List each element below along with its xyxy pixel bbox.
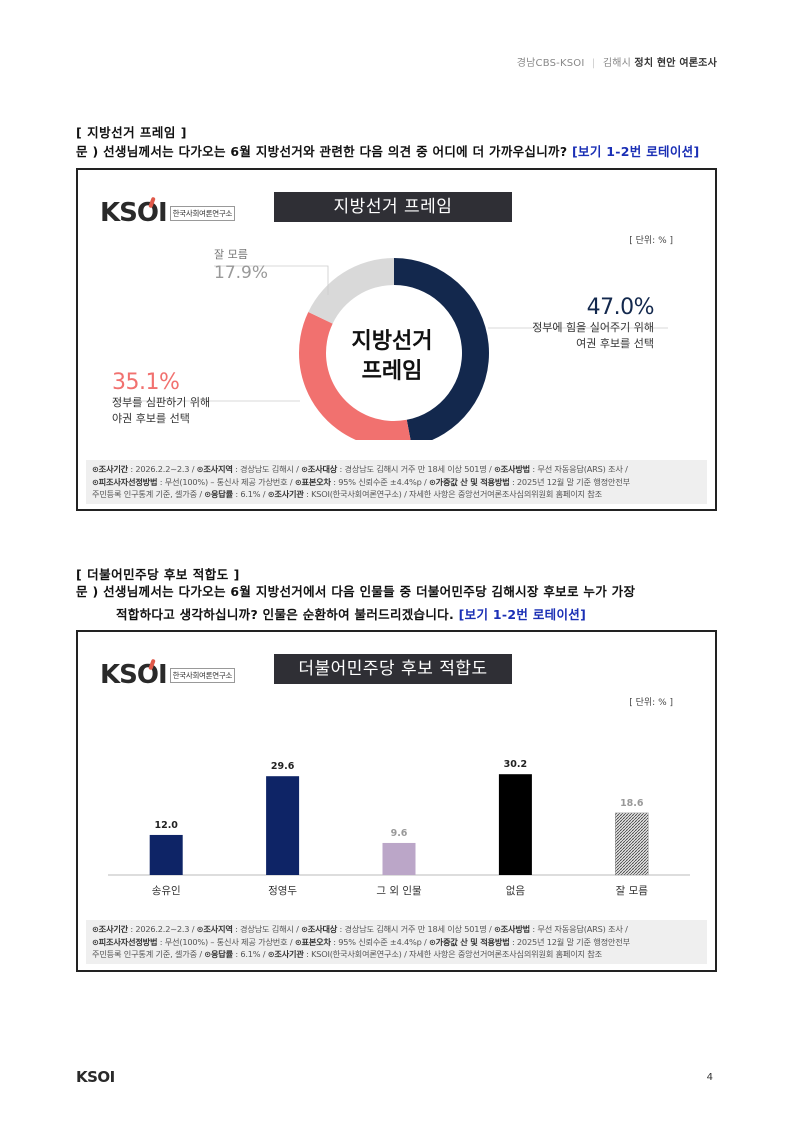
slice-value-government: 47.0% <box>586 295 655 320</box>
bar <box>615 812 649 876</box>
donut-chart-panel: KSOI 한국사회여론연구소 지방선거 프레임 [ 단위: % ] 지방선거 프… <box>76 168 717 511</box>
logo-subtitle: 한국사회여론연구소 <box>169 205 236 221</box>
header-org: 경남CBS-KSOI <box>516 58 585 69</box>
header-survey: 정치 현안 여론조사 <box>634 58 717 69</box>
donut-slice-government <box>394 258 489 440</box>
section1-question-text: 문 ) 선생님께서는 다가오는 6월 지방선거와 관련한 다음 의견 중 어디에… <box>76 144 568 159</box>
bar-value-label: 18.6 <box>620 798 644 809</box>
slice-desc-government-2: 여권 후보를 선택 <box>576 337 654 350</box>
donut-center-label: 지방선거 프레임 <box>332 327 452 387</box>
slice-desc-opposition-1: 정부를 심판하기 위해 <box>112 396 211 409</box>
chart1-title: 지방선거 프레임 <box>274 192 512 222</box>
header-region: 김해시 <box>602 58 632 69</box>
header-separator: | <box>591 58 596 69</box>
bar-chart: 12.0 송유인 29.6 정영두 9.6 그 외 인물 30.2 없음 18.6 잘 모름 <box>108 759 690 897</box>
page-header: 경남CBS-KSOI | 김해시 정치 현안 여론조사 <box>517 54 717 69</box>
section2-question-line2: 적합하다고 생각하십니까? 인물은 순환하여 불러드리겠습니다. <box>116 607 455 622</box>
section1-title: [ 지방선거 프레임 ] <box>76 125 187 140</box>
donut-center-line2: 프레임 <box>361 359 423 384</box>
section2-question-line1: 문 ) 선생님께서는 다가오는 6월 지방선거에서 다음 인물들 중 더불어민주… <box>76 584 636 599</box>
chart2-footnote: ⊙조사기간 : 2026.2.2~2.3 / ⊙조사지역 : 경상남도 김해시 … <box>86 920 707 964</box>
bar-chart-panel: KSOI 한국사회여론연구소 더불어민주당 후보 적합도 [ 단위: % ] 1… <box>76 630 717 972</box>
slice-value-unknown: 17.9% <box>214 263 269 283</box>
bar-value-label: 29.6 <box>271 761 295 772</box>
x-tick-label: 그 외 인물 <box>376 885 422 897</box>
slice-label-unknown: 잘 모름 17.9% <box>214 247 268 283</box>
x-tick-label: 없음 <box>506 884 526 897</box>
x-tick-label: 정영두 <box>268 885 297 897</box>
donut-chart <box>112 258 668 440</box>
bar-value-label: 12.0 <box>154 820 178 831</box>
x-tick-label: 잘 모름 <box>616 885 649 897</box>
chart1-unit: [ 단위: % ] <box>629 236 673 246</box>
bar <box>149 834 183 875</box>
ksoi-logo-2: KSOI 한국사회여론연구소 <box>100 658 236 690</box>
leader-line-unknown <box>214 265 329 295</box>
section1-rotation: [보기 1-2번 로테이션] <box>572 144 700 159</box>
logo-text-2: KSOI <box>100 660 168 690</box>
donut-slice-unknown <box>308 258 394 324</box>
bar-value-label: 30.2 <box>504 759 527 770</box>
footer-logo: KSOI <box>76 1068 115 1086</box>
section2-rotation: [보기 1-2번 로테이션] <box>458 607 587 622</box>
section2-title: [ 더불어민주당 후보 적합도 ] <box>76 567 240 582</box>
bar-value-label: 9.6 <box>391 828 408 839</box>
logo-text: KSOI <box>100 198 168 228</box>
bar <box>382 842 416 875</box>
section2-question-line2-wrap: 적합하다고 생각하십니까? 인물은 순환하여 불러드리겠습니다. [보기 1-2… <box>76 603 635 626</box>
chart2-title: 더불어민주당 후보 적합도 <box>274 654 512 684</box>
logo-subtitle-2: 한국사회여론연구소 <box>169 667 236 683</box>
page-number: 4 <box>706 1072 713 1083</box>
bar <box>498 774 532 875</box>
slice-desc-opposition-2: 야권 후보를 선택 <box>112 412 190 425</box>
bar <box>266 776 300 875</box>
donut-slice-opposition <box>299 312 411 440</box>
ksoi-logo: KSOI 한국사회여론연구소 <box>100 196 236 228</box>
section2-question: 문 ) 선생님께서는 다가오는 6월 지방선거에서 다음 인물들 중 더불어민주… <box>76 580 635 626</box>
chart1-footnote: ⊙조사기간 : 2026.2.2~2.3 / ⊙조사지역 : 경상남도 김해시 … <box>86 460 707 504</box>
slice-desc-government-1: 정부에 힘을 실어주기 위해 <box>532 321 654 334</box>
slice-value-opposition: 35.1% <box>112 370 180 395</box>
slice-label-government: 47.0% 정부에 힘을 실어주기 위해 여권 후보를 선택 <box>514 295 654 352</box>
section1-question: 문 ) 선생님께서는 다가오는 6월 지방선거와 관련한 다음 의견 중 어디에… <box>76 140 699 163</box>
slice-label-opposition: 35.1% 정부를 심판하기 위해 야권 후보를 선택 <box>112 370 210 427</box>
donut-center-line1: 지방선거 <box>351 329 433 354</box>
x-tick-label: 송유인 <box>152 885 181 897</box>
chart2-unit: [ 단위: % ] <box>629 698 673 708</box>
slice-desc-unknown: 잘 모름 <box>214 248 248 261</box>
